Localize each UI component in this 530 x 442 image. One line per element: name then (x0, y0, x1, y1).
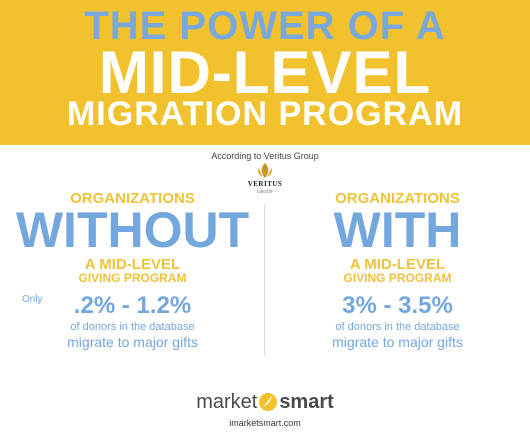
with-column: ORGANIZATIONS WITH A MID-LEVEL GIVING PR… (265, 190, 530, 350)
giving-program-label: GIVING PROGRAM (78, 271, 187, 285)
column-divider (264, 205, 265, 355)
marketsmart-logo: market smart (0, 391, 530, 413)
organizations-label: ORGANIZATIONS (70, 190, 195, 207)
logo-smart-text: smart (279, 391, 334, 413)
veritus-logo: VERITUS GROUP (239, 162, 291, 198)
percent-row: Only .2% - 1.2% (0, 293, 265, 321)
title-line-2: MID-LEVEL (98, 39, 432, 106)
veritus-logo-name: VERITUS (247, 180, 283, 188)
without-heading: WITHOUT (15, 202, 250, 258)
title-suffix: OF A (335, 4, 446, 48)
donors-text: of donors in the database (335, 321, 460, 333)
marketsmart-swoosh-icon (258, 392, 278, 412)
title-banner: THE POWER OF A MID-LEVEL MIGRATION PROGR… (0, 0, 530, 145)
logo-market-text: market (196, 391, 258, 413)
only-label: Only (22, 294, 43, 305)
donors-text: of donors in the database (70, 321, 195, 333)
source-text: According to Veritus Group (211, 151, 319, 161)
website-url: imarketsmart.com (229, 418, 301, 428)
mid-level-label: A MID-LEVEL (349, 256, 446, 273)
mid-level-label: A MID-LEVEL (84, 256, 181, 273)
migrate-text: migrate to major gifts (67, 334, 198, 350)
organizations-label: ORGANIZATIONS (335, 190, 460, 207)
migrate-text: migrate to major gifts (332, 334, 463, 350)
title-line-3: MIGRATION PROGRAM (66, 95, 463, 133)
giving-program-label: GIVING PROGRAM (343, 271, 452, 285)
percent-range: 3% - 3.5% (342, 292, 453, 319)
veritus-logo-sub: GROUP (256, 189, 274, 194)
title-prefix: THE (84, 4, 180, 48)
title-highlight: POWER (179, 4, 336, 48)
percent-row: 3% - 3.5% (265, 293, 530, 321)
veritus-crest-icon (258, 163, 272, 178)
percent-range: .2% - 1.2% (73, 292, 192, 319)
title-line-1: THE POWER OF A (0, 6, 530, 46)
with-heading: WITH (333, 202, 462, 258)
without-column: ORGANIZATIONS WITHOUT A MID-LEVEL GIVING… (0, 190, 265, 350)
